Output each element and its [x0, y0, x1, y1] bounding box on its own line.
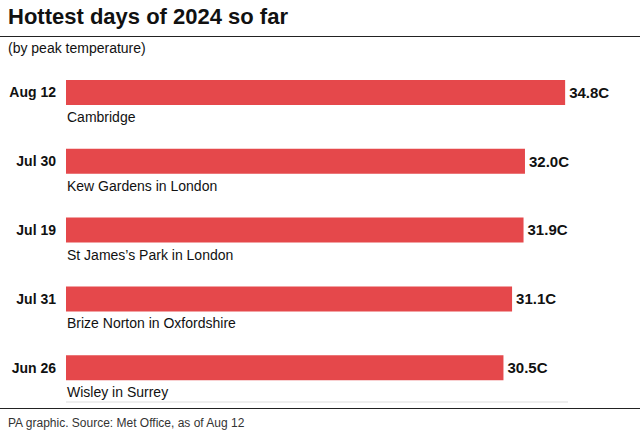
html-text:(by peak temperature): (by peak temperature) — [8, 40, 146, 56]
html-text:PA graphic. Source: Met Office: PA graphic. Source: Met Office, as of Au… — [8, 416, 245, 430]
svg-text:Aug 12: Aug 12 — [9, 84, 56, 100]
svg-text:Kew Gardens in London: Kew Gardens in London — [67, 178, 217, 194]
svg-text:32.0C: 32.0C — [529, 153, 569, 170]
svg-text:St James’s Park in London: St James’s Park in London — [67, 247, 233, 263]
svg-text:Cambridge: Cambridge — [67, 109, 136, 125]
svg-text:Wisley in Surrey: Wisley in Surrey — [67, 384, 168, 400]
html-text:Hottest days of 2024 so far: Hottest days of 2024 so far — [8, 4, 288, 29]
svg-text:Jul 30: Jul 30 — [16, 153, 56, 169]
svg-text:34.8C: 34.8C — [569, 84, 609, 101]
svg-text:Jul 31: Jul 31 — [16, 291, 56, 307]
svg-text:31.1C: 31.1C — [516, 290, 556, 307]
svg-text:Jun 26: Jun 26 — [12, 360, 57, 376]
svg-text:30.5C: 30.5C — [507, 359, 547, 376]
svg-text:31.9C: 31.9C — [528, 221, 568, 238]
svg-text:Brize Norton in Oxfordshire: Brize Norton in Oxfordshire — [67, 315, 236, 331]
svg-text:Jul 19: Jul 19 — [16, 222, 56, 238]
